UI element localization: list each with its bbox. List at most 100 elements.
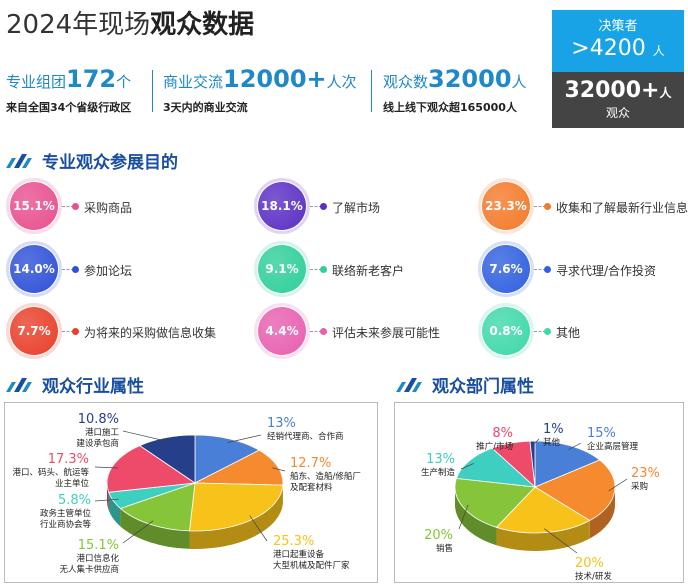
- purpose-bubble: 18.1%: [254, 178, 310, 234]
- section-title: 观众部门属性: [432, 377, 534, 397]
- audience-box: 32000+人 观众: [552, 72, 684, 128]
- purpose-label: 为将来的采购做信息收集: [84, 326, 217, 340]
- purpose-percent: 7.7%: [17, 324, 51, 338]
- section-stripes-icon: [396, 377, 422, 392]
- industry-chart-panel: 13% 经销代理商、合作商 12.7% 船东、造船/修船厂 及配套材料 25.3% 港口起重…: [4, 402, 378, 583]
- pie-percent-label: 20%: [424, 528, 453, 543]
- pie-category-label: 采购: [631, 481, 648, 492]
- pie-leader-line: [511, 442, 514, 448]
- pie-tops: [454, 440, 616, 534]
- pie-percent-label: 17.3%: [48, 452, 89, 467]
- pie-percent-label: 5.8%: [58, 493, 91, 508]
- pie-slice: [534, 459, 616, 521]
- purpose-dot: [320, 328, 327, 335]
- pie-category-label: 推广/市场: [476, 441, 513, 452]
- pie-slice-side: [189, 485, 283, 549]
- section-title: 观众行业属性: [42, 377, 144, 397]
- purpose-percent: 4.4%: [265, 324, 299, 338]
- pie-percent-label: 12.7%: [290, 456, 331, 471]
- purpose-dot: [72, 266, 79, 273]
- stat-label: 商业交流: [163, 73, 224, 91]
- pie-category-label: 生产制造: [421, 467, 456, 478]
- stat-value: 32000: [428, 65, 512, 93]
- pie-labels: 15%企业高层管理23%采购20%技术/研发20%销售13%生产制造8%推广/市…: [421, 422, 660, 582]
- pie-leader-line: [122, 430, 168, 442]
- purpose-bubble: 7.7%: [6, 303, 62, 359]
- purpose-dot: [320, 266, 327, 273]
- purpose-connector: [310, 331, 322, 332]
- section-industry: 观众行业属性: [6, 372, 144, 397]
- purpose-percent: 7.6%: [489, 262, 523, 276]
- pie-sides: [455, 487, 615, 551]
- audience-value: 32000+: [564, 78, 660, 103]
- stat-label: 观众数: [383, 73, 429, 91]
- stat-groups: 专业组团172个 来自全国34个省级行政区: [6, 66, 131, 115]
- purpose-label: 了解市场: [332, 201, 381, 215]
- pie-category-label: 大型机械及配件厂家: [273, 560, 350, 571]
- purpose-label: 参加论坛: [84, 264, 133, 278]
- pie-category-label: 业主单位: [55, 478, 90, 489]
- pie-category-label: 政务主管单位: [40, 508, 92, 519]
- pie-leader-line: [568, 442, 582, 450]
- stat-visitors: 观众数32000人 线上线下观众超165000人: [383, 66, 527, 115]
- pie-percent-label: 13%: [267, 416, 296, 431]
- pie-category-label: 船东、造船/修船厂: [290, 471, 361, 482]
- pie-slice: [534, 440, 601, 488]
- decision-maker-box: 决策者 >4200 人: [552, 10, 684, 72]
- purpose-connector: [62, 206, 74, 207]
- pie-category-label: 行业商协会等: [40, 519, 92, 530]
- audience-unit: 人: [659, 86, 672, 100]
- department-pie-chart: 15%企业高层管理23%采购20%技术/研发20%销售13%生产制造8%推广/市…: [421, 422, 660, 582]
- pie-category-label: 其他: [543, 437, 561, 448]
- pie-slice: [455, 447, 537, 488]
- pie-category-label: 港口施工: [85, 427, 120, 438]
- pie-category-label: 港口、码头、航运等: [12, 467, 89, 478]
- purpose-label: 其他: [556, 326, 581, 340]
- purpose-bubble: 23.3%: [478, 178, 534, 234]
- purpose-bubble: 15.1%: [6, 178, 62, 234]
- purpose-percent: 9.1%: [265, 262, 299, 276]
- purpose-connector: [62, 331, 74, 332]
- purpose-dot: [544, 266, 551, 273]
- purpose-connector: [62, 269, 74, 270]
- stat-unit: 人次: [326, 73, 357, 91]
- purpose-percent: 14.0%: [13, 262, 55, 276]
- pie-slice-side: [120, 508, 190, 549]
- page-title: 2024年现场观众数据: [6, 4, 254, 41]
- pie-sides: [107, 483, 283, 549]
- pie-category-label: 港口信息化: [76, 553, 119, 564]
- stat-sub: 来自全国34个省级行政区: [6, 101, 132, 114]
- purpose-connector: [534, 206, 546, 207]
- purpose-label: 收集和了解最新行业信息: [556, 201, 688, 215]
- decision-unit: 人: [652, 44, 665, 58]
- stat-label: 专业组团: [6, 73, 67, 91]
- stat-sub: 3天内的商业交流: [163, 101, 248, 114]
- pie-leader-line: [532, 438, 540, 446]
- audience-label: 观众: [605, 106, 630, 120]
- purpose-bubble: 9.1%: [254, 241, 310, 297]
- pie-percent-label: 25.3%: [273, 534, 314, 549]
- pie-category-label: 企业高层管理: [587, 441, 639, 452]
- purpose-connector: [534, 331, 546, 332]
- purpose-dot: [544, 203, 551, 210]
- purpose-connector: [310, 269, 322, 270]
- pie-slice: [189, 482, 284, 532]
- purpose-label: 评估未来参展可能性: [332, 326, 441, 340]
- purpose-bubble: 7.6%: [478, 241, 534, 297]
- pie-slice: [106, 445, 197, 493]
- stat-unit: 人: [511, 73, 527, 91]
- pie-leader-line: [271, 467, 286, 472]
- decision-label: 决策者: [598, 19, 638, 34]
- purpose-percent: 15.1%: [13, 199, 55, 213]
- pie-leader-line: [249, 515, 268, 542]
- purpose-label: 寻求代理/合作投资: [556, 264, 657, 278]
- pie-slice: [495, 486, 591, 534]
- purpose-label: 采购商品: [84, 201, 133, 215]
- purpose-bubble: 0.8%: [478, 303, 534, 359]
- pie-leader-line: [227, 434, 262, 443]
- pie-leader-line: [544, 528, 578, 554]
- purpose-dot: [72, 328, 79, 335]
- pie-category-label: 无人集卡供应商: [59, 564, 119, 575]
- pie-category-label: 建设承包商: [76, 438, 119, 449]
